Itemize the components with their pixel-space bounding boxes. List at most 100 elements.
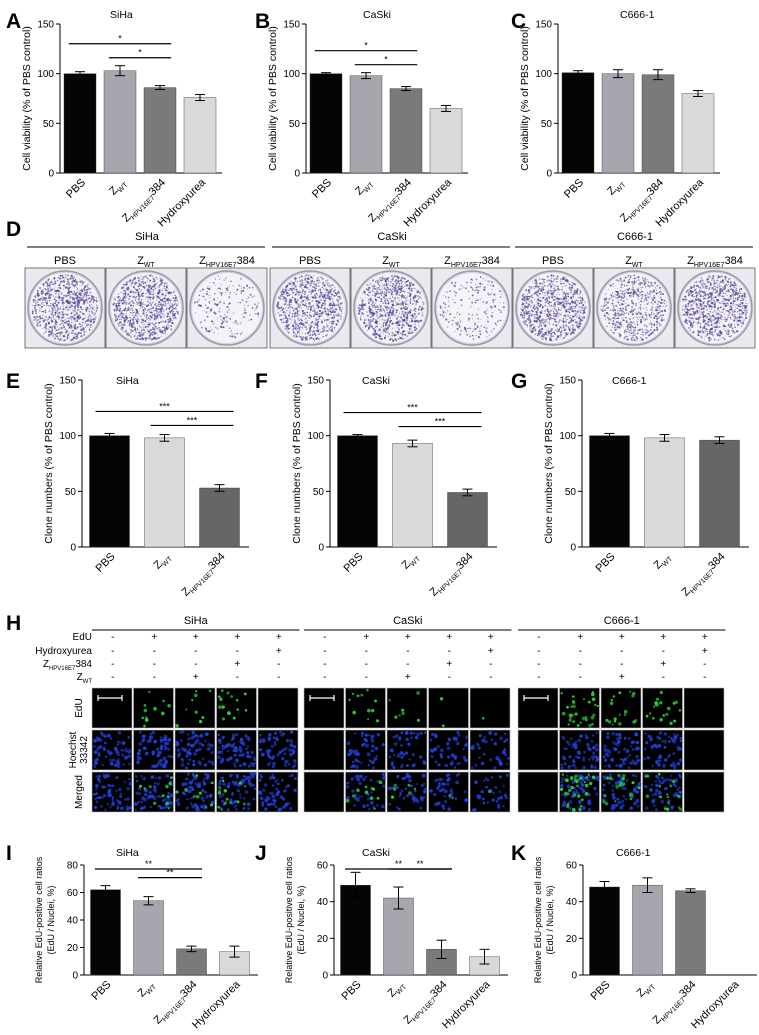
colony-dot bbox=[375, 327, 377, 329]
colony-dot bbox=[395, 289, 396, 290]
colony-dot bbox=[282, 294, 284, 296]
colony-dot bbox=[44, 311, 45, 312]
colony-dot bbox=[290, 313, 291, 314]
colony-dot bbox=[142, 276, 143, 277]
colony-dot bbox=[383, 330, 385, 332]
colony-dot bbox=[283, 299, 284, 300]
colony-dot bbox=[280, 319, 281, 320]
colony-dot bbox=[58, 287, 59, 288]
colony-dot bbox=[158, 301, 159, 302]
colony-dot bbox=[305, 321, 306, 322]
colony-dot bbox=[394, 323, 395, 324]
colony-dot bbox=[156, 295, 158, 297]
colony-dot bbox=[376, 334, 377, 335]
colony-dot bbox=[75, 314, 76, 315]
colony-dot bbox=[129, 308, 131, 310]
colony-dot bbox=[555, 278, 556, 279]
colony-dot bbox=[407, 313, 409, 315]
colony-dot bbox=[82, 303, 83, 304]
colony-dot bbox=[58, 328, 60, 330]
colony-dot bbox=[83, 295, 85, 297]
colony-dot bbox=[484, 327, 485, 328]
colony-dot bbox=[132, 280, 134, 282]
colony-dot bbox=[231, 333, 232, 334]
colony-dot bbox=[52, 312, 53, 313]
y-axis-label-e: Clone numbers (% of PBS control) bbox=[43, 383, 55, 543]
colony-dot bbox=[468, 318, 470, 320]
colony-dot bbox=[326, 324, 327, 325]
colony-dot bbox=[414, 326, 416, 328]
colony-dot bbox=[151, 297, 152, 298]
colony-dot bbox=[53, 295, 54, 296]
colony-dot bbox=[294, 335, 295, 336]
colony-dot bbox=[82, 284, 83, 285]
colony-dot bbox=[145, 337, 147, 339]
colony-dot bbox=[141, 311, 142, 312]
colony-dot bbox=[135, 334, 136, 335]
colony-dot bbox=[311, 296, 312, 297]
y-tick-label-c: 50 bbox=[541, 119, 553, 130]
colony-dot bbox=[219, 292, 220, 293]
y-axis-label-i: (EdU / Nuclei, %) bbox=[46, 885, 56, 954]
colony-dot bbox=[59, 314, 60, 315]
colony-dot bbox=[568, 326, 569, 327]
colony-dot bbox=[289, 318, 290, 319]
colony-dot bbox=[37, 292, 38, 293]
colony-dot bbox=[392, 308, 393, 309]
colony-dot bbox=[359, 304, 361, 306]
colony-dot bbox=[380, 301, 381, 302]
colony-dot bbox=[159, 278, 161, 280]
colony-dot bbox=[413, 299, 414, 300]
colony-dot bbox=[370, 319, 372, 321]
colony-dot bbox=[579, 314, 580, 315]
colony-dot bbox=[288, 325, 289, 326]
colony-dot bbox=[332, 288, 333, 289]
colony-dot bbox=[302, 311, 304, 313]
colony-dot bbox=[394, 314, 396, 316]
colony-dot bbox=[383, 315, 384, 316]
colony-dot bbox=[62, 329, 63, 330]
colony-dot bbox=[223, 302, 225, 304]
colony-dot bbox=[240, 334, 241, 335]
colony-dot bbox=[63, 320, 65, 322]
colony-dot bbox=[311, 331, 312, 332]
colony-dot bbox=[412, 303, 414, 305]
colony-dot bbox=[336, 295, 337, 296]
well-label-2-0: PBS bbox=[542, 255, 564, 267]
colony-dot bbox=[454, 291, 456, 293]
colony-dot bbox=[156, 316, 158, 318]
colony-dot bbox=[476, 335, 477, 336]
colony-dot bbox=[147, 326, 149, 328]
colony-dot bbox=[137, 336, 138, 337]
colony-dot bbox=[303, 314, 305, 316]
colony-dot bbox=[415, 313, 416, 314]
colony-dot bbox=[310, 291, 311, 292]
colony-dot bbox=[313, 323, 314, 324]
colony-dot bbox=[301, 276, 303, 278]
colony-dot bbox=[135, 277, 136, 278]
colony-dot bbox=[455, 295, 457, 297]
colony-dot bbox=[307, 308, 309, 310]
colony-dot bbox=[418, 308, 420, 310]
colony-dot bbox=[141, 286, 142, 287]
colony-dot bbox=[75, 297, 77, 299]
bar-a-1 bbox=[104, 71, 136, 173]
colony-dot bbox=[55, 311, 56, 312]
colony-dot bbox=[77, 298, 78, 299]
colony-dot bbox=[284, 308, 286, 310]
colony-dot bbox=[325, 292, 327, 294]
colony-dot bbox=[248, 297, 249, 298]
colony-dot bbox=[546, 291, 547, 292]
colony-dot bbox=[121, 323, 123, 325]
colony-dot bbox=[379, 319, 380, 320]
colony-dot bbox=[194, 302, 196, 304]
colony-dot bbox=[468, 313, 469, 314]
colony-dot bbox=[96, 302, 97, 303]
colony-dot bbox=[86, 289, 88, 291]
colony-dot bbox=[322, 322, 323, 323]
colony-dot bbox=[377, 306, 379, 308]
colony-dot bbox=[366, 319, 367, 320]
colony-dot bbox=[72, 316, 74, 318]
colony-dot bbox=[90, 326, 92, 328]
colony-dot bbox=[418, 314, 419, 315]
